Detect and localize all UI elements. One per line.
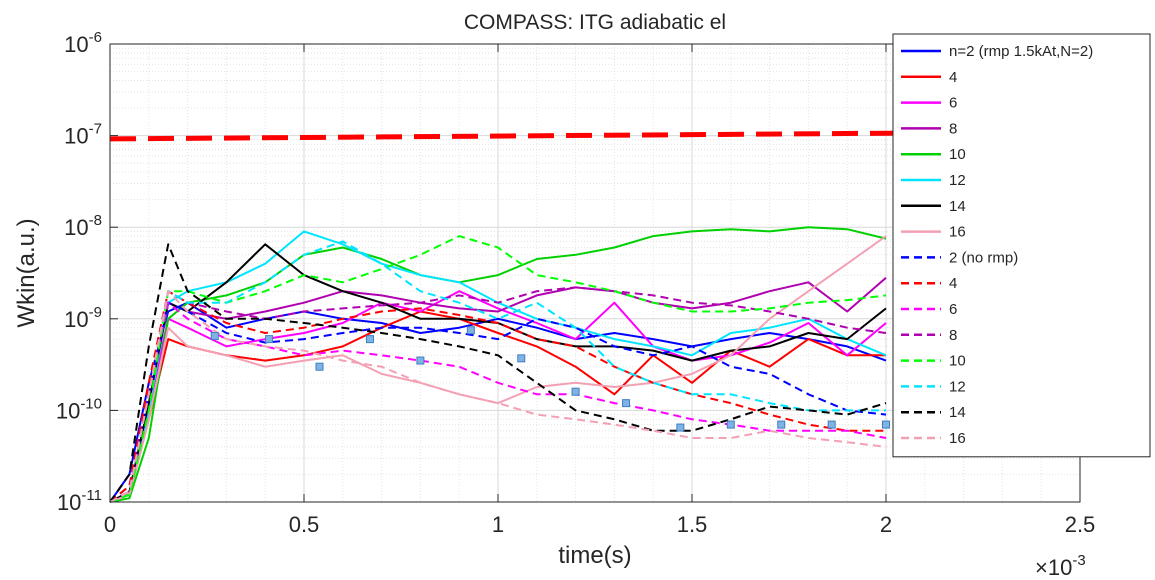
marker-point — [210, 331, 219, 340]
y-tick-label: 10-9 — [64, 304, 102, 332]
legend-entry: 12 — [949, 172, 966, 189]
marker-points — [210, 326, 890, 432]
legend-entry: 6 — [949, 301, 957, 318]
series-lines — [109, 226, 887, 503]
marker-point — [777, 420, 786, 429]
legend-entry: 10 — [949, 353, 966, 370]
marker-point — [517, 354, 526, 363]
legend-entry: 2 (no rmp) — [949, 249, 1018, 266]
legend-entry: 10 — [949, 146, 966, 163]
x-tick-label: 2.5 — [1065, 512, 1096, 537]
x-tick-label: 1.5 — [677, 512, 708, 537]
marker-point — [827, 420, 836, 429]
legend-entry: 16 — [949, 430, 966, 447]
legend-entry: 12 — [949, 378, 966, 395]
x-axis-label: time(s) — [558, 542, 631, 569]
legend-entry: 4 — [949, 275, 957, 292]
legend-box — [892, 33, 1151, 458]
x-tick-label: 0.5 — [289, 512, 320, 537]
marker-point — [365, 335, 374, 344]
marker-point — [676, 423, 685, 432]
chart-title: COMPASS: ITG adiabatic el — [464, 11, 726, 34]
series-line-14 — [109, 240, 886, 503]
series-line-13 — [109, 235, 887, 503]
legend-entry: 4 — [949, 69, 957, 86]
legend-entry: 14 — [949, 404, 966, 421]
marker-point — [882, 420, 890, 429]
legend-entry: 8 — [949, 327, 957, 344]
y-tick-label: 10-7 — [64, 121, 102, 149]
marker-point — [315, 362, 324, 371]
legend-entry: 14 — [949, 198, 966, 215]
marker-point — [726, 420, 735, 429]
marker-point — [416, 356, 425, 365]
series-line-1 — [109, 301, 887, 503]
x-axis-exponent-base: ×10 — [1035, 555, 1072, 580]
y-axis-label: Wkin(a.u.) — [13, 218, 40, 327]
series-line-8 — [109, 235, 887, 503]
legend-entry: 16 — [949, 224, 966, 241]
marker-point — [571, 387, 580, 396]
legend-entry: n=2 (rmp 1.5kAt,N=2) — [949, 43, 1093, 60]
x-tick-label: 2 — [880, 512, 892, 537]
x-tick-label: 0 — [104, 512, 116, 537]
series-line-9 — [109, 301, 887, 503]
marker-point — [265, 335, 274, 344]
series-line-11 — [109, 301, 887, 503]
marker-point — [466, 326, 475, 335]
y-tick-label: 10-6 — [64, 29, 102, 57]
y-tick-label: 10-8 — [64, 212, 102, 240]
y-tick-label: 10-11 — [57, 487, 102, 515]
x-tick-label: 1 — [492, 512, 504, 537]
axes: 0 0.5 1 1.5 2 2.5 10-11 10-10 10-9 10-8 10-7 10-6 — [56, 29, 1095, 537]
marker-point — [622, 399, 631, 408]
series-line-3 — [109, 290, 887, 503]
y-tick-label: 10-10 — [56, 395, 102, 423]
series-line-15 — [109, 243, 887, 503]
legend: n=2 (rmp 1.5kAt,N=2) 4 6 8 10 12 14 16 2 (no rmp… — [892, 33, 1151, 458]
x-axis-exponent-power: -3 — [1072, 552, 1085, 569]
legend-entry: 6 — [949, 95, 957, 112]
x-axis-exponent: ×10-3 — [1035, 552, 1086, 580]
series-line-6 — [109, 230, 887, 503]
legend-entry: 8 — [949, 120, 957, 137]
